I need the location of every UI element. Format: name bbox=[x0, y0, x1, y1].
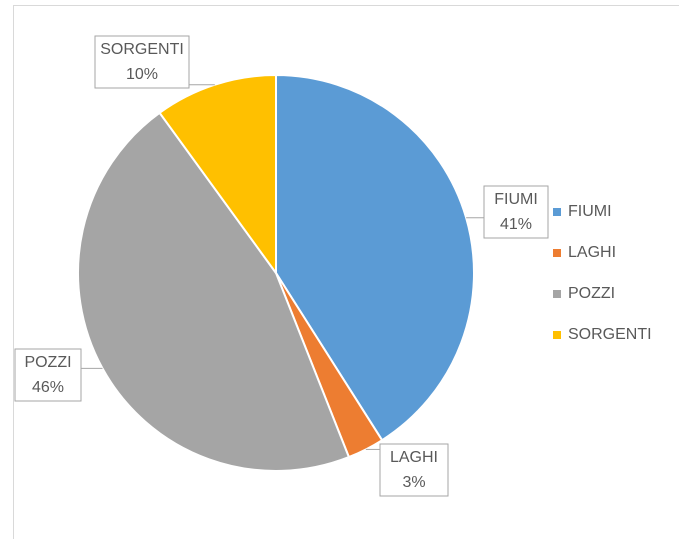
legend-label: FIUMI bbox=[568, 203, 612, 220]
pie-slice bbox=[158, 73, 277, 277]
data-label-category: LAGHI bbox=[390, 449, 438, 466]
data-label: 3% bbox=[402, 474, 425, 491]
pie-slice bbox=[77, 111, 351, 472]
label-box bbox=[483, 185, 549, 239]
data-label-category: SORGENTI bbox=[100, 41, 184, 58]
legend-label: POZZI bbox=[568, 285, 615, 302]
legend-label: LAGHI bbox=[568, 244, 616, 261]
legend-swatch bbox=[553, 208, 561, 216]
data-label-category: POZZI bbox=[24, 354, 71, 371]
data-label: 46% bbox=[32, 379, 64, 396]
legend-swatch bbox=[553, 290, 561, 298]
label-box bbox=[14, 348, 82, 402]
legend-swatch bbox=[553, 249, 561, 257]
legend-swatch bbox=[553, 331, 561, 339]
legend: FIUMI LAGHI POZZI SORGENTI bbox=[553, 203, 652, 343]
legend-label: SORGENTI bbox=[568, 326, 652, 343]
pie bbox=[77, 73, 475, 472]
label-box bbox=[379, 443, 449, 497]
data-label-category: FIUMI bbox=[494, 191, 538, 208]
data-label: 41% bbox=[500, 216, 532, 233]
label-box bbox=[94, 35, 190, 89]
data-labels: FIUMI 41% LAGHI 3% POZZI 46% SORGENTI 10% bbox=[14, 35, 549, 497]
data-label: 10% bbox=[126, 66, 158, 83]
